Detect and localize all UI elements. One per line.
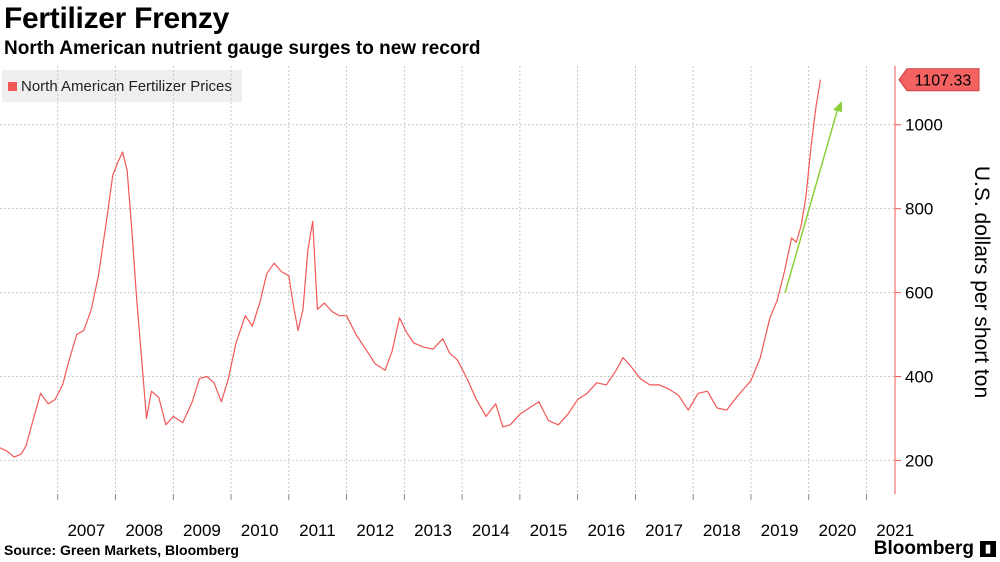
x-tick-label: 2021 [876,521,914,540]
bloomberg-logo: Bloomberg ▮ [874,538,996,560]
x-tick-label: 2014 [472,521,510,540]
x-tick-label: 2008 [125,521,163,540]
y-tick-label: 1000 [905,116,943,135]
x-tick-label: 2020 [819,521,857,540]
x-tick-label: 2012 [356,521,394,540]
y-axis-title: U.S. dollars per short ton [970,166,993,398]
annotations: 1107.33 [784,68,980,294]
x-tick-label: 2007 [67,521,105,540]
x-tick-label: 2018 [703,521,741,540]
gridlines [0,66,895,494]
x-tick-label: 2010 [241,521,279,540]
x-tick-label: 2017 [645,521,683,540]
series-layer [0,79,821,458]
x-tick-label: 2011 [299,521,336,540]
chart-icon[interactable]: ▮ [980,541,996,557]
y-tick-label: 600 [905,284,933,303]
x-tick-label: 2019 [761,521,799,540]
y-tick-label: 400 [905,368,933,387]
source-note: Source: Green Markets, Bloomberg [4,542,239,558]
last-value-badge [898,68,980,92]
chart-legend: North American Fertilizer Prices [2,70,242,102]
series-line-fertilizer-prices [0,79,821,458]
y-tick-label: 800 [905,200,933,219]
y-tick-label: 200 [905,451,933,470]
axis-ticks: 200 400 600 800 1000 2007 2008 2009 2010 2011 2012… [57,66,993,540]
chart-title: Fertilizer Frenzy [4,2,229,35]
trend-arrow-line [784,107,839,294]
x-tick-label: 2016 [587,521,625,540]
trend-arrow-head [833,101,842,112]
chart-subtitle: North American nutrient gauge surges to … [4,38,481,59]
legend-label: North American Fertilizer Prices [21,77,232,95]
legend-swatch [8,81,17,91]
x-tick-label: 2015 [530,521,568,540]
x-tick-label: 2009 [183,521,221,540]
last-value-label: 1107.33 [915,73,972,90]
x-tick-label: 2013 [414,521,452,540]
brand-label: Bloomberg [873,538,974,559]
